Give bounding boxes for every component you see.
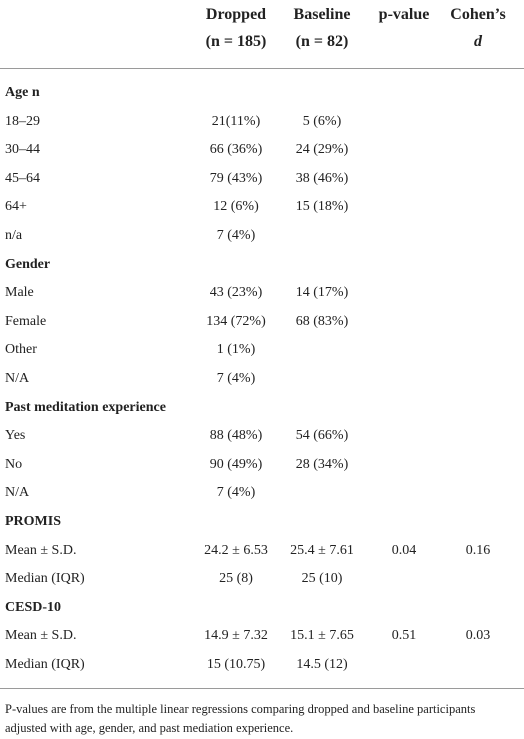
- section-title: Past meditation experience: [5, 399, 166, 415]
- cell-value: 25 (10): [301, 571, 343, 587]
- cell-value: 24.2 ± 6.53: [204, 542, 268, 558]
- row-label: N/A: [5, 371, 30, 386]
- row-label: No: [5, 456, 23, 472]
- cell-value: 15 (10.75): [206, 657, 266, 672]
- cell-value: 79 (43%): [209, 170, 263, 186]
- row-label: 45–64: [5, 170, 40, 186]
- cell-value: 68 (83%): [295, 313, 349, 329]
- cell-value: 88 (48%): [209, 428, 263, 444]
- cell-value: 15.1 ± 7.65: [290, 628, 354, 644]
- footnote: P-values are from the multiple linear re…: [5, 702, 476, 735]
- row-label: Male: [5, 285, 34, 301]
- cell-value: 0.03: [465, 628, 491, 644]
- header-rule: [0, 68, 524, 69]
- footer-rule: [0, 688, 524, 689]
- cell-value: 0.16: [465, 542, 491, 558]
- cell-value: 43 (23%): [209, 285, 263, 301]
- column-header: Dropped: [205, 6, 267, 23]
- row-label: Median (IQR): [5, 657, 85, 672]
- column-header: p-value: [378, 6, 430, 23]
- column-header: d: [474, 33, 482, 50]
- cell-value: 14.5 (12): [296, 657, 348, 672]
- section-title: Gender: [5, 256, 51, 272]
- cell-value: 14 (17%): [295, 285, 349, 301]
- row-label: Mean ± S.D.: [5, 628, 77, 644]
- row-label: 18–29: [5, 113, 40, 129]
- cell-value: 21(11%): [211, 113, 261, 129]
- section-title: Age n: [5, 85, 40, 100]
- cell-value: 90 (49%): [209, 456, 263, 472]
- cell-value: 24 (29%): [295, 142, 349, 158]
- cell-value: 5 (6%): [302, 113, 342, 129]
- cell-value: 12 (6%): [213, 199, 259, 215]
- cell-value: 66 (36%): [209, 142, 263, 158]
- column-header: Baseline: [293, 6, 351, 23]
- cell-value: 0.51: [391, 628, 417, 644]
- cell-value: 7 (4%): [216, 371, 256, 386]
- row-label: 30–44: [5, 142, 40, 158]
- column-header: Cohen’s: [450, 6, 506, 23]
- cell-value: 14.9 ± 7.32: [204, 628, 268, 644]
- section-title: CESD-10: [5, 599, 62, 615]
- cell-value: 28 (34%): [295, 456, 349, 472]
- row-label: Other: [5, 342, 37, 358]
- cell-value: 25 (8): [219, 571, 253, 587]
- column-header: (n = 185): [205, 33, 267, 50]
- row-label: Median (IQR): [5, 571, 85, 587]
- cell-value: 15 (18%): [295, 199, 349, 215]
- row-label: n/a: [5, 228, 23, 243]
- row-label: N/A: [5, 485, 30, 501]
- row-label: Female: [5, 313, 47, 329]
- cell-value: 1 (1%): [216, 342, 256, 358]
- cell-value: 0.04: [391, 542, 417, 558]
- section-title: PROMIS: [5, 514, 61, 529]
- cell-value: 54 (66%): [295, 428, 349, 444]
- cell-value: 7 (4%): [216, 485, 256, 501]
- cell-value: 25.4 ± 7.61: [290, 542, 354, 558]
- row-label: Yes: [5, 428, 26, 444]
- row-label: Mean ± S.D.: [5, 542, 77, 558]
- row-label: 64+: [5, 199, 27, 215]
- cell-value: 134 (72%): [206, 313, 266, 329]
- column-header: (n = 82): [295, 33, 349, 50]
- cell-value: 7 (4%): [216, 228, 256, 243]
- cell-value: 38 (46%): [295, 170, 349, 186]
